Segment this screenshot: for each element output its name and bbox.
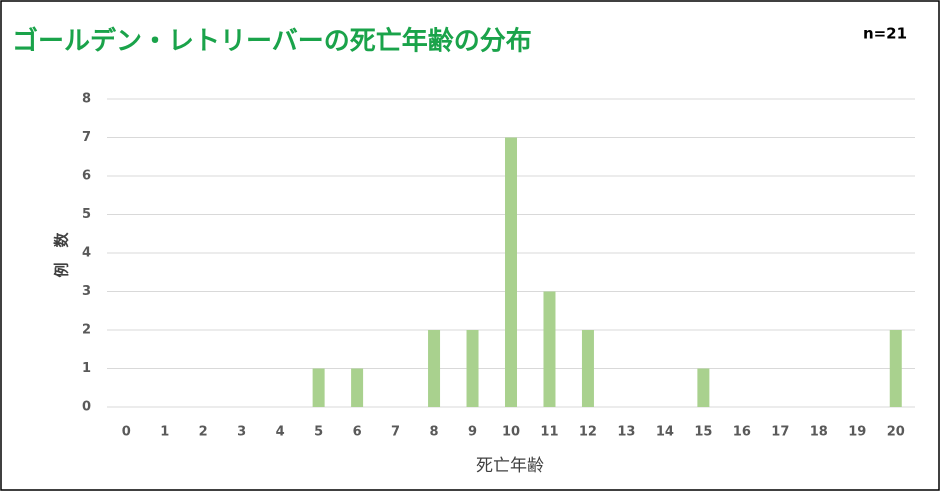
x-axis-label: 死亡年齢 (476, 456, 544, 476)
x-tick-label: 11 (540, 425, 558, 440)
bar (466, 330, 479, 407)
x-tick-label: 19 (848, 425, 866, 440)
bar (351, 368, 364, 407)
x-tick-label: 12 (579, 425, 597, 440)
y-tick-label: 3 (82, 284, 91, 299)
x-tick-label: 2 (199, 425, 208, 440)
bar (428, 330, 441, 407)
x-tick-label: 9 (468, 425, 477, 440)
x-tick-label: 7 (391, 425, 400, 440)
y-tick-label: 0 (82, 400, 91, 415)
bar (581, 330, 594, 407)
y-tick-label: 2 (82, 323, 91, 338)
x-tick-label: 20 (887, 425, 905, 440)
x-tick-label: 14 (656, 425, 674, 440)
x-tick-label: 6 (353, 425, 362, 440)
x-tick-label: 5 (314, 425, 323, 440)
x-tick-label: 3 (237, 425, 246, 440)
x-tick-label: 15 (694, 425, 712, 440)
y-tick-label: 8 (82, 92, 91, 107)
x-tick-label: 10 (502, 425, 520, 440)
y-tick-label: 7 (82, 130, 91, 145)
x-tick-label: 16 (733, 425, 751, 440)
bar (312, 368, 325, 407)
chart-title: ゴールデン・レトリーバーの死亡年齢の分布 (12, 26, 532, 57)
y-tick-label: 1 (82, 361, 91, 376)
bar (543, 291, 556, 407)
x-tick-label: 8 (430, 425, 439, 440)
y-axis-label: 例 数 (53, 232, 71, 278)
y-tick-label: 6 (82, 169, 91, 184)
y-tick-label: 5 (82, 207, 91, 222)
x-tick-label: 1 (160, 425, 169, 440)
x-tick-label: 0 (122, 425, 131, 440)
annotation: n=21 (863, 25, 907, 43)
y-tick-label: 4 (82, 246, 91, 261)
bar (889, 330, 902, 407)
x-tick-label: 4 (276, 425, 285, 440)
x-tick-label: 17 (771, 425, 789, 440)
x-tick-label: 18 (810, 425, 828, 440)
bar (505, 137, 517, 407)
bar (697, 368, 710, 407)
x-tick-label: 13 (617, 425, 635, 440)
